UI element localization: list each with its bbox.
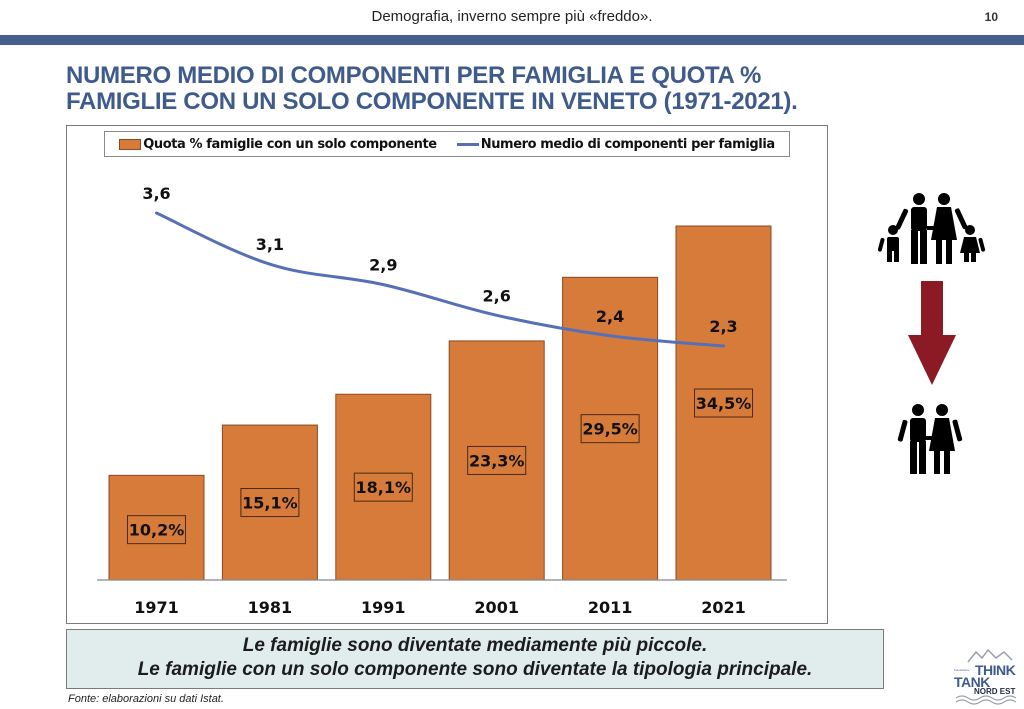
summary-box: Le famiglie sono diventate mediamente pi… — [66, 629, 884, 689]
bar-value-label-1971: 10,2% — [129, 521, 185, 540]
bar-label-box-1971 — [127, 515, 186, 545]
icons-panel — [877, 190, 988, 490]
bar-label-box-2021 — [694, 388, 753, 418]
x-tick-label-1991: 1991 — [361, 598, 406, 617]
logo-small-text: Fondazione — [954, 668, 970, 672]
logo-think: THINK — [975, 662, 1016, 678]
legend-swatch-line — [456, 142, 479, 146]
x-tick-label-1971: 1971 — [134, 598, 179, 617]
x-tick-label-2011: 2011 — [588, 598, 633, 617]
x-tick-label-2021: 2021 — [701, 598, 746, 617]
line-value-label-1991: 2,9 — [369, 256, 397, 275]
line-value-label-2021: 2,3 — [709, 317, 737, 336]
bar-1991 — [335, 393, 432, 581]
x-tick-label-2001: 2001 — [474, 598, 519, 617]
page-number: 10 — [984, 10, 998, 24]
line-value-label-1971: 3,6 — [142, 184, 170, 203]
family-of-four-icon — [877, 193, 986, 264]
header-title: Demografia, inverno sempre più «freddo». — [371, 8, 653, 25]
line-value-label-2001: 2,6 — [483, 286, 511, 305]
legend-swatch-bar — [119, 138, 142, 150]
bar-label-box-2011 — [580, 414, 640, 444]
bar-2011 — [562, 276, 659, 581]
labels-layer: 10,2% 1971 15,1% 1981 18,1% 1991 23,3% 2001 29,5… — [127, 184, 753, 617]
bar-label-box-1991 — [353, 472, 413, 502]
summary-line2: Le famiglie con un solo componente sono … — [137, 659, 813, 680]
bar-value-label-2001: 23,3% — [469, 451, 525, 470]
source-note: Fonte: elaborazioni su dati Istat. — [68, 693, 224, 705]
couple-icon — [897, 404, 963, 474]
bar-label-box-2001 — [467, 445, 527, 475]
header-bar — [0, 35, 1024, 45]
bar-1981 — [221, 424, 318, 581]
logo-mountain-icon — [967, 648, 1013, 663]
bar-2001 — [448, 340, 545, 581]
arrow-down-icon — [908, 281, 956, 385]
logo-wave-icon — [955, 695, 1017, 701]
logo: Fondazione THINK TANK NORD EST — [950, 648, 1020, 706]
line-value-label-2011: 2,4 — [596, 307, 624, 326]
main-title-line1: NUMERO MEDIO DI COMPONENTI PER FAMIGLIA … — [66, 62, 762, 89]
bar-label-box-1981 — [240, 488, 300, 518]
x-tick-label-1981: 1981 — [248, 598, 293, 617]
legend-item-bar: Quota % famiglie con un solo componente — [119, 137, 437, 152]
logo-nord-est: NORD EST — [974, 687, 1016, 696]
legend-label-bar: Quota % famiglie con un solo componente — [143, 136, 437, 152]
bar-value-label-1991: 18,1% — [356, 478, 412, 497]
bar-2021 — [675, 225, 772, 581]
bar-1971 — [108, 474, 205, 581]
main-title: NUMERO MEDIO DI COMPONENTI PER FAMIGLIA … — [66, 63, 926, 115]
bar-value-label-2011: 29,5% — [582, 420, 638, 439]
main-title-line2: FAMIGLIE CON UN SOLO COMPONENTE IN VENET… — [66, 88, 798, 115]
line-layer — [155, 211, 725, 348]
legend: Quota % famiglie con un solo componente … — [104, 131, 790, 157]
logo-tank: TANK — [954, 674, 990, 690]
line-value-label-1981: 3,1 — [256, 235, 284, 254]
summary-line1: Le famiglie sono diventate mediamente pi… — [242, 635, 708, 656]
legend-item-line: Numero medio di componenti per famiglia — [456, 136, 775, 152]
legend-label-line: Numero medio di componenti per famiglia — [480, 136, 775, 152]
bars-layer — [108, 225, 772, 581]
line-series-avg-components — [155, 211, 725, 348]
bar-value-label-2021: 34,5% — [696, 394, 752, 413]
bar-value-label-1981: 15,1% — [242, 494, 298, 513]
